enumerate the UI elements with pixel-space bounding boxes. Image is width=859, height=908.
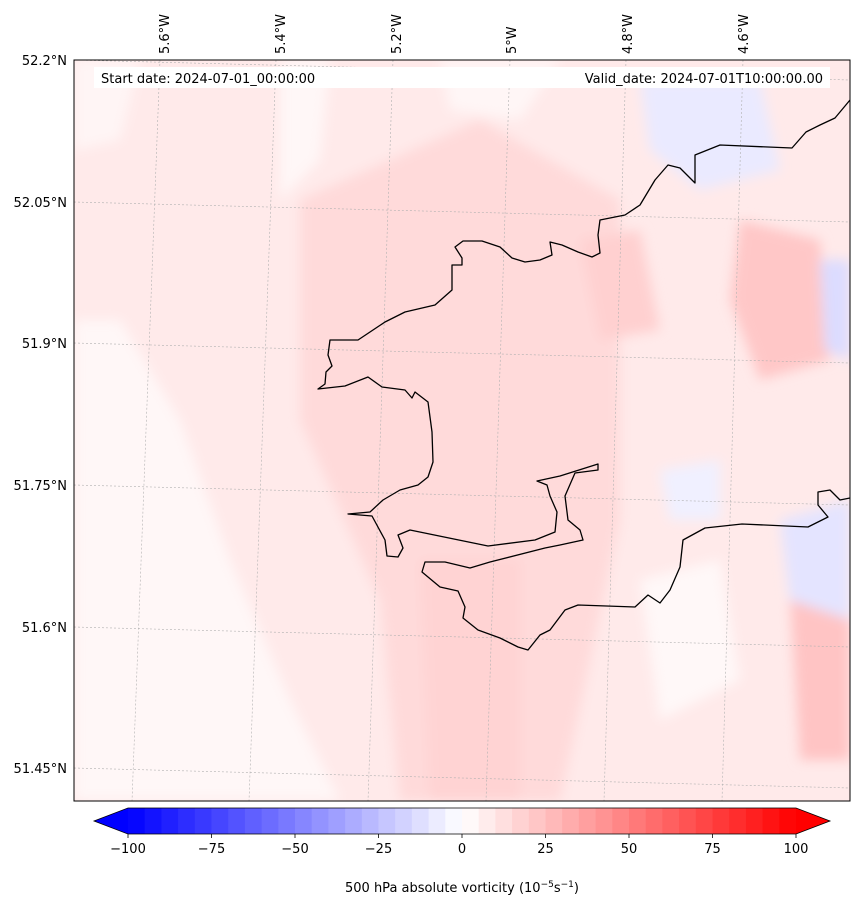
colorbar-segment — [595, 808, 613, 834]
colorbar-segment — [295, 808, 313, 834]
colorbar-segment — [328, 808, 346, 834]
colorbar-tick-label: 50 — [621, 842, 638, 857]
colorbar-segment — [745, 808, 764, 834]
colorbar-segment — [178, 808, 196, 834]
colorbar-segment — [478, 808, 496, 834]
colorbar-tick-label: −75 — [198, 842, 225, 857]
vorticity-field — [74, 60, 850, 801]
colorbar-tick-label: 25 — [537, 842, 554, 857]
colorbar-tick-label: 0 — [458, 842, 466, 857]
colorbar-segment — [161, 808, 179, 834]
lat-label: 52.05°N — [14, 196, 67, 211]
colorbar-tick-label: −25 — [365, 842, 392, 857]
colorbar-segment — [779, 808, 797, 834]
colorbar-tick-label: 100 — [784, 842, 809, 857]
lon-label: 4.6°W — [737, 14, 752, 54]
colorbar-segment — [378, 808, 396, 834]
colorbar-segment — [629, 808, 647, 834]
colorbar-segment — [361, 808, 380, 834]
colorbar-segment — [662, 808, 680, 834]
coastline — [317, 99, 850, 651]
colorbar-segment — [128, 808, 146, 834]
colorbar-segment — [311, 808, 329, 834]
lon-label: 5°W — [505, 26, 520, 54]
colorbar-tick-label: −100 — [110, 842, 146, 857]
colorbar-segment — [445, 808, 463, 834]
latitude-labels: 52.2°N 52.05°N 51.9°N 51.75°N 51.6°N 51.… — [14, 54, 67, 777]
colorbar-segment — [228, 808, 246, 834]
map-frame — [73, 59, 851, 802]
colorbar-segment — [762, 808, 780, 834]
colorbar-segment — [411, 808, 430, 834]
start-date-label: Start date: 2024-07-01_00:00:00 — [101, 72, 315, 87]
colorbar-segment — [612, 808, 630, 834]
colorbar-segment — [512, 808, 530, 834]
colorbar-segment — [194, 808, 213, 834]
colorbar-segment — [428, 808, 446, 834]
colorbar-arrow-high — [796, 808, 830, 834]
lat-label: 51.75°N — [14, 479, 67, 494]
lon-label: 5.6°W — [158, 14, 173, 54]
colorbar-segment — [395, 808, 413, 834]
colorbar-segment — [244, 808, 263, 834]
colorbar-segment — [462, 808, 480, 834]
info-box — [94, 67, 830, 88]
colorbar-segment — [645, 808, 663, 834]
lat-label: 51.9°N — [22, 337, 67, 352]
valid-date-label: Valid_date: 2024-07-01T10:00:00.00 — [585, 72, 823, 87]
lat-label: 51.6°N — [22, 621, 67, 636]
colorbar-segment — [679, 808, 697, 834]
colorbar-segment — [278, 808, 296, 834]
colorbar-segment — [495, 808, 513, 834]
colorbar-arrow-low — [94, 808, 128, 834]
colorbar-tick-label: −50 — [281, 842, 308, 857]
colorbar-segment — [261, 808, 279, 834]
lon-label: 5.2°W — [390, 14, 405, 54]
colorbar-segment — [712, 808, 730, 834]
colorbar-segment — [695, 808, 714, 834]
colorbar-segment — [562, 808, 580, 834]
colorbar-segment — [729, 808, 747, 834]
colorbar-segment — [545, 808, 563, 834]
lat-label: 52.2°N — [22, 54, 67, 69]
lat-label: 51.45°N — [14, 762, 67, 777]
colorbar-segment — [578, 808, 597, 834]
lon-label: 4.8°W — [621, 14, 636, 54]
colorbar-segment — [211, 808, 229, 834]
colorbar-segments — [128, 808, 797, 834]
lon-label: 5.4°W — [274, 14, 289, 54]
colorbar-tick-label: 75 — [704, 842, 721, 857]
longitude-labels: 5.6°W 5.4°W 5.2°W 5°W 4.8°W 4.6°W — [158, 14, 752, 54]
colorbar-ticks: −100 −75 −50 −25 0 25 50 75 100 — [110, 834, 808, 857]
colorbar-segment — [144, 808, 162, 834]
colorbar-title: 500 hPa absolute vorticity (10−5s−1) — [345, 880, 579, 896]
colorbar-segment — [345, 808, 363, 834]
colorbar-segment — [528, 808, 547, 834]
colorbar: −100 −75 −50 −25 0 25 50 75 100 500 hPa absolute… — [92, 807, 832, 896]
